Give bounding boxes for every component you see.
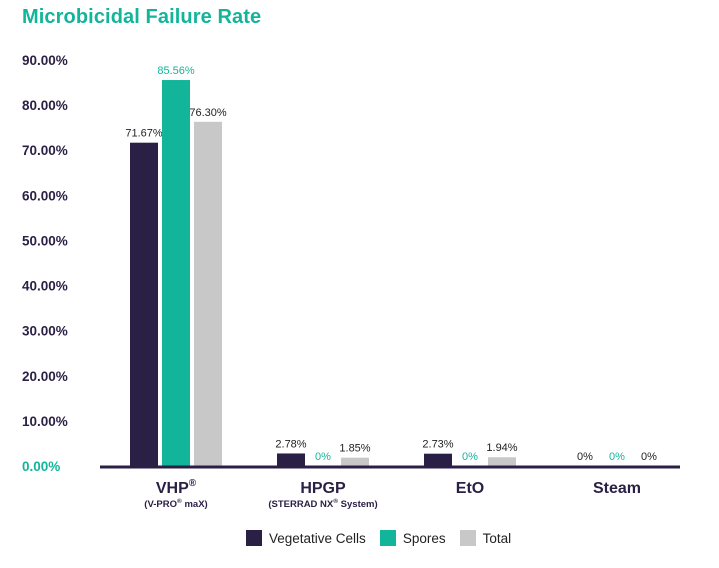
data-label-total: 1.85% (339, 443, 370, 455)
y-tick-label: 40.00% (22, 279, 68, 294)
bar-total (194, 121, 222, 467)
legend-swatch-spores (379, 530, 396, 546)
bar-vegetative-cells (130, 142, 158, 466)
x-tick-label: Steam (593, 480, 641, 497)
bar-total (341, 457, 369, 466)
y-tick-label: 30.00% (22, 324, 68, 339)
bar-vegetative-cells (424, 453, 452, 466)
x-tick-label: HPGP (300, 480, 346, 497)
legend-label-vegetative-cells: Vegetative Cells (269, 530, 366, 546)
data-label-spores: 85.56% (157, 65, 195, 77)
legend-item-spores: Spores (379, 530, 446, 546)
data-label-spores: 0% (462, 451, 478, 463)
data-label-spores: 0% (609, 451, 625, 463)
legend-label-spores: Spores (402, 530, 446, 546)
data-label-spores: 0% (315, 451, 331, 463)
legend-swatch-total (459, 530, 476, 546)
x-tick-label: VHP® (156, 478, 197, 497)
data-label-vegetative-cells: 71.67% (125, 128, 163, 140)
legend-swatch-vegetative-cells (246, 530, 262, 546)
chart-title: Microbicidal Failure Rate (22, 6, 262, 28)
legend-item-total: Total (459, 530, 512, 546)
data-label-total: 76.30% (189, 107, 227, 119)
x-tick-label: EtO (456, 480, 484, 497)
y-tick-label: 80.00% (22, 98, 68, 113)
data-label-total: 1.94% (486, 442, 517, 454)
y-tick-label: 50.00% (22, 233, 68, 248)
x-tick-sublabel: (V-PRO® maX) (144, 497, 207, 510)
y-tick-label: 90.00% (22, 53, 68, 68)
bar-vegetative-cells (277, 453, 305, 466)
data-label-vegetative-cells: 2.73% (422, 439, 453, 451)
y-tick-label: 0.00% (22, 459, 60, 474)
x-tick-sublabel: (STERRAD NX® System) (268, 497, 377, 510)
bar-total (488, 457, 516, 466)
legend-item-vegetative-cells: Vegetative Cells (246, 530, 366, 546)
data-label-vegetative-cells: 2.78% (275, 438, 306, 450)
bar-chart: 0.00% 10.00% 20.00% 30.00% 40.00% 50.00% 60.00… (22, 53, 680, 510)
data-label-total: 0% (641, 451, 657, 463)
y-tick-label: 70.00% (22, 143, 68, 158)
y-tick-label: 10.00% (22, 414, 68, 429)
y-tick-label: 60.00% (22, 188, 68, 203)
data-label-vegetative-cells: 0% (577, 451, 593, 463)
bar-spores (162, 80, 190, 467)
legend-label-total: Total (482, 530, 512, 546)
legend: Vegetative Cells Spores Total (246, 530, 525, 546)
y-tick-label: 20.00% (22, 369, 68, 384)
